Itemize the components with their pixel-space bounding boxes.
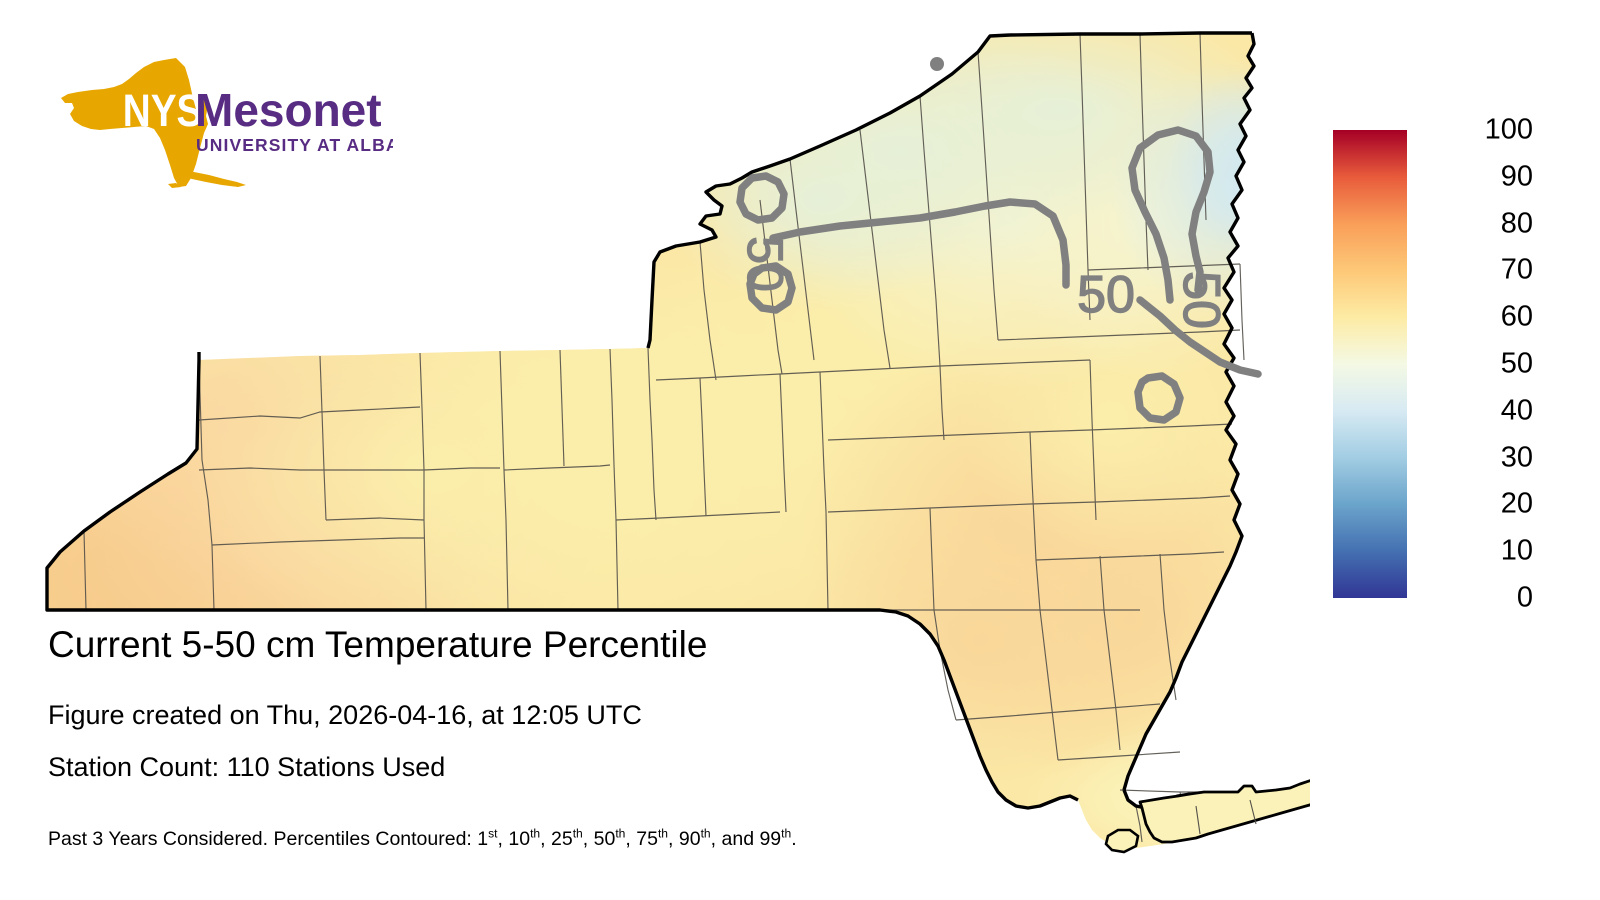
colorbar-tick-90: 90	[1500, 160, 1533, 193]
ny-percentile-map: 50 50 50	[45, 31, 1310, 854]
colorbar-tick-0: 0	[1516, 581, 1533, 614]
colorbar-gradient	[1333, 130, 1407, 598]
nys-mesonet-logo: NYS Mesonet UNIVERSITY AT ALBANY	[48, 58, 393, 188]
percentile-level-75: 75th	[636, 826, 669, 850]
percentile-level-10: 10th	[508, 826, 541, 850]
colorbar-tick-70: 70	[1500, 253, 1533, 286]
colorbar-tick-100: 100	[1484, 113, 1533, 146]
figure-created-text: Figure created on Thu, 2026-04-16, at 12…	[48, 700, 642, 730]
logo-text-nys: NYS	[123, 85, 203, 135]
colorbar-tick-80: 80	[1500, 207, 1533, 240]
percentile-level-50: 50th	[593, 826, 626, 850]
colorbar-tick-40: 40	[1500, 394, 1533, 427]
colorbar-tick-30: 30	[1500, 441, 1533, 474]
colorbar-tick-50: 50	[1500, 347, 1533, 380]
colorbar-tick-labels: 100 90 80 70 60 50 40 30 20 10 0	[1415, 115, 1545, 612]
colorbar-tick-60: 60	[1500, 300, 1533, 333]
percentile-level-90: 90th	[678, 826, 711, 850]
state-outline	[45, 31, 1256, 810]
colorbar-tick-10: 10	[1500, 534, 1533, 567]
contour-50-lines	[736, 126, 1262, 424]
logo-text-university: UNIVERSITY AT ALBANY	[196, 135, 393, 155]
contour-label-50-a: 50	[1077, 266, 1135, 324]
long-island-outline	[1104, 779, 1310, 854]
contour-label-group: 50 50 50	[736, 236, 1230, 330]
percentile-level-1: 1st	[477, 826, 498, 850]
percentile-level-25: 25th	[551, 826, 583, 850]
page-title: Current 5-50 cm Temperature Percentile	[48, 624, 708, 665]
ny-state-silhouette-icon	[61, 58, 246, 188]
county-boundaries	[60, 32, 1245, 843]
logo-text-mesonet: Mesonet	[195, 84, 382, 136]
station-count-text: Station Count: 110 Stations Used	[48, 752, 446, 782]
percentile-footnote: Past 3 Years Considered. Percentiles Con…	[48, 826, 797, 850]
percentile-level-99: 99th	[759, 826, 792, 850]
colorbar: 100 90 80 70 60 50 40 30 20 10 0	[1333, 115, 1583, 612]
station-marker	[930, 57, 944, 71]
contour-label-50-b: 50	[1172, 271, 1230, 329]
colorbar-tick-20: 20	[1500, 487, 1533, 520]
contour-label-50-c: 50	[737, 236, 793, 292]
